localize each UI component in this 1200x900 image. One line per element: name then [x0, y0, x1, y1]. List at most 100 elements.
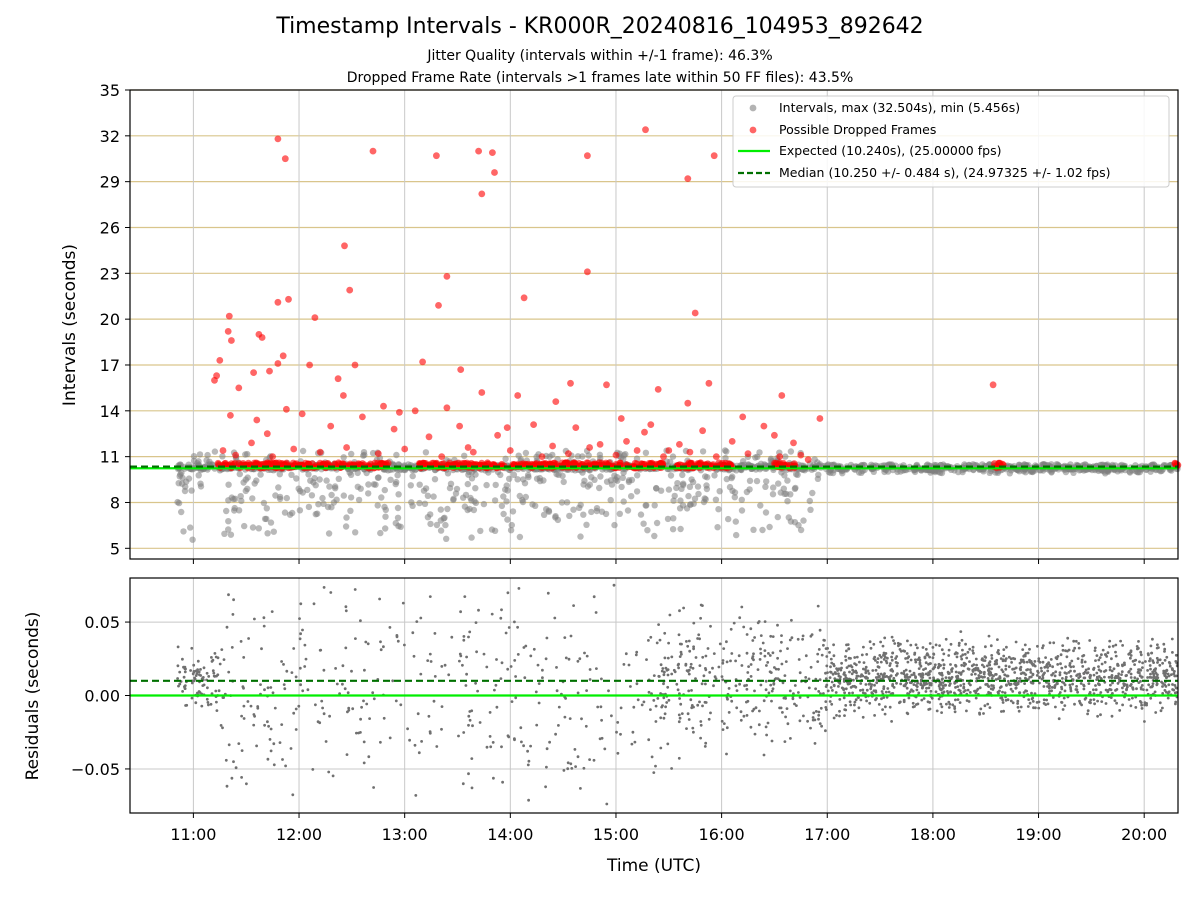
residual-point [678, 692, 681, 696]
residual-point [1053, 674, 1057, 678]
residual-point [833, 671, 837, 674]
residual-point [965, 709, 968, 713]
residual-point [758, 658, 762, 661]
top-panel-frame [129, 89, 1179, 560]
residual-point [688, 649, 692, 653]
interval-point [382, 513, 389, 520]
residual-point [1156, 673, 1159, 677]
residual-point [987, 634, 991, 638]
residual-point [363, 668, 366, 672]
residual-point [467, 723, 470, 727]
residual-point [703, 700, 707, 704]
interval-point [307, 477, 314, 484]
legend: Intervals, max (32.504s), min (5.456s) P… [732, 95, 1170, 188]
residual-point [1070, 659, 1074, 663]
interval-point [670, 515, 677, 522]
residual-point [829, 686, 833, 689]
residual-point [1163, 683, 1167, 687]
residual-point [1148, 657, 1152, 661]
residual-point [1080, 660, 1084, 664]
residual-point [691, 726, 695, 730]
residual-point [507, 626, 511, 629]
top-y-tick-label: 17 [100, 356, 120, 375]
residual-point [1089, 698, 1092, 702]
interval-point [671, 492, 678, 500]
residual-point [596, 705, 600, 709]
residual-point [1010, 661, 1013, 664]
residual-point [314, 703, 317, 707]
residual-point [789, 737, 792, 740]
interval-point [185, 475, 193, 482]
residual-point [1134, 706, 1138, 709]
residual-point [1083, 660, 1087, 664]
residual-point [853, 656, 857, 659]
residual-point [687, 689, 691, 693]
residual-point [1009, 687, 1013, 691]
residual-point [947, 676, 951, 680]
residual-point [592, 595, 596, 599]
residual-point [1168, 662, 1172, 665]
residual-point [979, 707, 983, 711]
residual-point [490, 612, 494, 616]
x-axis-label: Time (UTC) [606, 856, 701, 876]
residual-point [678, 655, 682, 658]
residual-point [335, 682, 339, 686]
residual-point [196, 691, 199, 695]
residual-point [320, 699, 324, 703]
residual-point [595, 667, 598, 670]
interval-point [522, 493, 529, 501]
residual-point [997, 677, 1000, 681]
top-panel-reference-lines [130, 465, 1178, 470]
residual-point [761, 641, 765, 645]
interval-point [644, 527, 651, 534]
residual-point [624, 652, 628, 656]
interval-point [328, 491, 335, 499]
residual-point [917, 691, 921, 695]
interval-point [529, 501, 536, 508]
residual-point [677, 666, 680, 670]
residual-point [341, 664, 345, 668]
residual-point [831, 689, 834, 692]
residual-point [770, 699, 773, 703]
top-y-tick-label: 14 [100, 402, 120, 421]
residual-point [949, 642, 953, 646]
residual-point [652, 771, 656, 774]
residual-point [904, 668, 908, 672]
interval-point [785, 514, 792, 521]
residual-point [1044, 656, 1047, 659]
residual-point [500, 745, 503, 749]
residual-point [964, 642, 967, 646]
interval-point [305, 503, 313, 511]
residual-point [1147, 653, 1150, 657]
residual-point [975, 663, 978, 667]
residual-point [396, 639, 400, 643]
residual-point [1141, 661, 1144, 665]
residual-point [1111, 681, 1114, 685]
residual-point [1172, 688, 1176, 692]
residual-point [569, 634, 573, 638]
residual-point [634, 653, 638, 657]
residual-point [1173, 684, 1177, 687]
top-y-axis-label: Intervals (seconds) [60, 244, 80, 406]
residual-point [1114, 650, 1117, 654]
residual-point [1029, 668, 1032, 672]
residual-point [857, 706, 861, 710]
residual-point [825, 664, 829, 668]
residual-point [703, 745, 707, 748]
residual-point [470, 786, 474, 790]
residual-point [253, 617, 256, 621]
residual-point [1161, 661, 1164, 665]
residual-point [891, 651, 894, 655]
residual-point [1103, 653, 1107, 656]
interval-point [504, 516, 511, 523]
residual-point [989, 644, 993, 648]
residual-point [738, 616, 742, 620]
residual-point [871, 669, 875, 672]
residual-point [1080, 658, 1084, 662]
residual-point [1042, 698, 1046, 702]
dropped-frame-point [227, 412, 234, 419]
interval-point [257, 471, 264, 478]
residual-point [663, 656, 667, 660]
residual-point [328, 714, 331, 718]
residual-point [1013, 682, 1016, 686]
